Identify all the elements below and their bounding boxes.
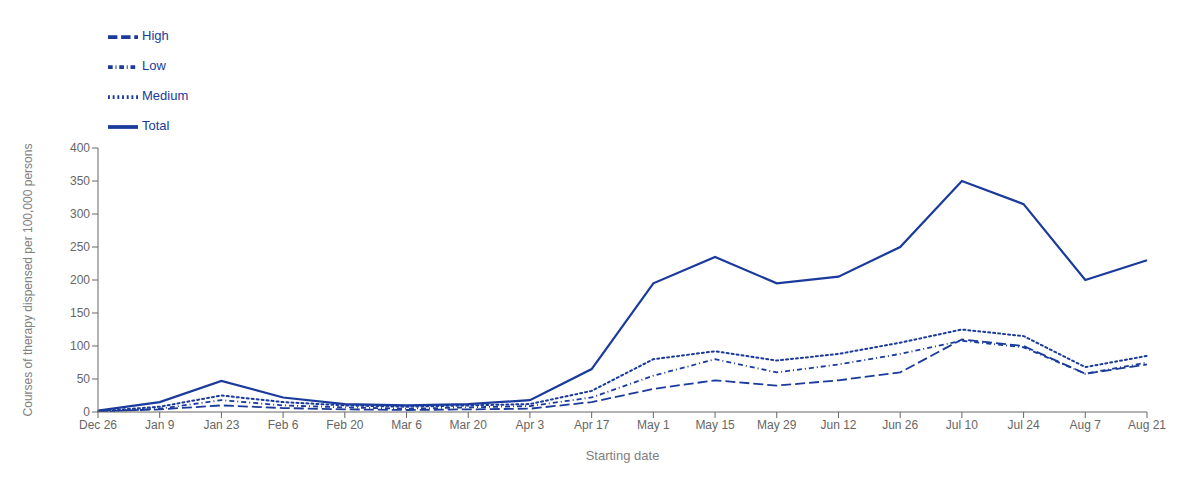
svg-text:Apr 17: Apr 17 [574,418,610,432]
svg-text:Jan 9: Jan 9 [145,418,175,432]
svg-text:Jul 24: Jul 24 [1008,418,1040,432]
html-text:High: High [142,28,169,44]
svg-text:150: 150 [70,306,90,320]
svg-text:Aug 7: Aug 7 [1070,418,1102,432]
svg-text:100: 100 [70,339,90,353]
svg-text:Starting date: Starting date [586,448,660,463]
svg-text:Dec 26: Dec 26 [79,418,117,432]
svg-text:Jan 23: Jan 23 [203,418,239,432]
svg-text:350: 350 [70,174,90,188]
svg-text:May 15: May 15 [695,418,735,432]
svg-text:Mar 6: Mar 6 [391,418,422,432]
html-text:Low: Low [142,58,166,74]
svg-text:Apr 3: Apr 3 [516,418,545,432]
svg-text:400: 400 [70,141,90,155]
svg-text:Feb 6: Feb 6 [268,418,299,432]
svg-text:50: 50 [77,372,91,386]
svg-text:Feb 20: Feb 20 [326,418,364,432]
svg-text:Jun 12: Jun 12 [820,418,856,432]
svg-text:0: 0 [83,405,90,419]
svg-text:Aug 21: Aug 21 [1128,418,1166,432]
svg-text:May 29: May 29 [757,418,797,432]
svg-text:May 1: May 1 [637,418,670,432]
svg-text:Jun 26: Jun 26 [882,418,918,432]
svg-text:Courses of therapy dispensed p: Courses of therapy dispensed per 100,000… [21,144,35,417]
svg-text:300: 300 [70,207,90,221]
html-text:Total: Total [142,118,170,134]
svg-text:Mar 20: Mar 20 [450,418,488,432]
svg-text:Jul 10: Jul 10 [946,418,978,432]
svg-text:250: 250 [70,240,90,254]
svg-text:200: 200 [70,273,90,287]
html-text:Medium: Medium [142,88,189,104]
